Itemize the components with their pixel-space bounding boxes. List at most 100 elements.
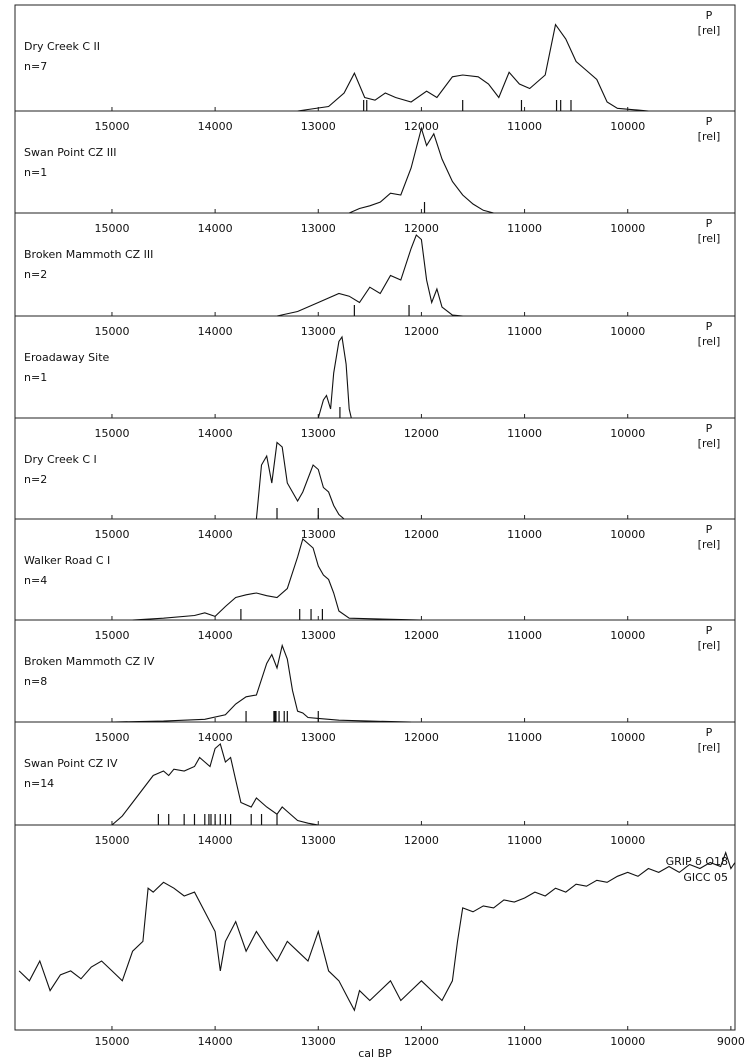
y-axis-label: [rel] — [698, 130, 721, 143]
x-tick-label: 13000 — [301, 222, 336, 235]
x-tick-label: 12000 — [404, 1035, 439, 1048]
series-label: Dry Creek C I — [24, 453, 97, 466]
series-count: n=8 — [24, 675, 47, 688]
curve — [18, 851, 736, 1012]
y-axis-label: [rel] — [698, 232, 721, 245]
x-tick-label: 14000 — [198, 1035, 233, 1048]
curve — [297, 23, 649, 112]
y-axis-label: [rel] — [698, 639, 721, 652]
series-count: n=2 — [24, 473, 47, 486]
curve — [255, 441, 345, 520]
curve — [348, 126, 494, 214]
x-tick-label: 10000 — [610, 1035, 645, 1048]
x-tick-label: 11000 — [507, 325, 542, 338]
y-axis-label: P — [706, 9, 713, 22]
y-axis-label: P — [706, 726, 713, 739]
y-axis-label: P — [706, 320, 713, 333]
x-tick-label: 13000 — [301, 629, 336, 642]
curve — [111, 643, 412, 723]
frame — [14, 4, 736, 1031]
series-count: n=4 — [24, 574, 47, 587]
x-tick-label: 13000 — [301, 325, 336, 338]
x-tick-label: 11000 — [507, 629, 542, 642]
y-axis-label: P — [706, 624, 713, 637]
series-label: Broken Mammoth CZ III — [24, 248, 153, 261]
series-label: Broken Mammoth CZ IV — [24, 655, 155, 668]
y-axis-label: P — [706, 422, 713, 435]
x-tick-label: 14000 — [198, 325, 233, 338]
y-axis-label: P — [706, 115, 713, 128]
y-axis-label: [rel] — [698, 741, 721, 754]
series-count: n=2 — [24, 268, 47, 281]
x-tick-label: 13000 — [301, 120, 336, 133]
x-tick-label: 14000 — [198, 834, 233, 847]
series-label: Swan Point CZ IV — [24, 757, 118, 770]
x-tick-label: 15000 — [94, 120, 129, 133]
curve — [317, 335, 352, 419]
x-tick-label: 15000 — [94, 1035, 129, 1048]
series-label: GRIP δ O18 — [666, 855, 728, 868]
x-tick-label: 10000 — [610, 325, 645, 338]
x-tick-label: 15000 — [94, 222, 129, 235]
y-axis-label: [rel] — [698, 24, 721, 37]
x-tick-label: 13000 — [301, 528, 336, 541]
series-label: Walker Road C I — [24, 554, 110, 567]
x-tick-label: 10000 — [610, 629, 645, 642]
x-tick-label: 12000 — [404, 427, 439, 440]
series-count: n=14 — [24, 777, 54, 790]
x-tick-label: 14000 — [198, 427, 233, 440]
y-axis-label: P — [706, 217, 713, 230]
y-axis-label: P — [706, 523, 713, 536]
y-axis-label: [rel] — [698, 335, 721, 348]
x-tick-label: 15000 — [94, 629, 129, 642]
series-sublabel: GICC 05 — [683, 871, 728, 884]
x-axis-label: cal BP — [358, 1047, 392, 1059]
x-tick-label: 13000 — [301, 731, 336, 744]
curve — [276, 234, 463, 317]
x-tick-label: 10000 — [610, 427, 645, 440]
y-axis-label: [rel] — [698, 437, 721, 450]
curve — [111, 743, 319, 826]
series-label: Dry Creek C II — [24, 40, 100, 53]
x-tick-label: 10000 — [610, 120, 645, 133]
x-tick-label: 15000 — [94, 731, 129, 744]
x-tick-label: 14000 — [198, 629, 233, 642]
x-tick-label: 11000 — [507, 528, 542, 541]
x-tick-label: 12000 — [404, 325, 439, 338]
x-tick-label: 11000 — [507, 120, 542, 133]
x-tick-label: 10000 — [610, 222, 645, 235]
x-tick-label: 15000 — [94, 834, 129, 847]
x-tick-label: 11000 — [507, 834, 542, 847]
series-label: Eroadaway Site — [24, 351, 110, 364]
curve — [132, 538, 422, 621]
x-tick-label: 9000 — [717, 1035, 745, 1048]
x-tick-label: 12000 — [404, 731, 439, 744]
x-tick-label: 14000 — [198, 731, 233, 744]
x-tick-label: 12000 — [404, 120, 439, 133]
x-tick-label: 14000 — [198, 528, 233, 541]
series-count: n=1 — [24, 371, 47, 384]
x-tick-label: 12000 — [404, 834, 439, 847]
x-tick-label: 11000 — [507, 1035, 542, 1048]
x-tick-label: 10000 — [610, 528, 645, 541]
x-tick-label: 11000 — [507, 427, 542, 440]
x-tick-label: 12000 — [404, 222, 439, 235]
x-tick-label: 10000 — [610, 834, 645, 847]
x-tick-label: 13000 — [301, 1035, 336, 1048]
x-tick-label: 11000 — [507, 222, 542, 235]
x-tick-label: 10000 — [610, 731, 645, 744]
x-tick-label: 15000 — [94, 427, 129, 440]
series-label: Swan Point CZ III — [24, 146, 116, 159]
x-tick-label: 14000 — [198, 222, 233, 235]
x-tick-label: 12000 — [404, 629, 439, 642]
x-tick-label: 13000 — [301, 427, 336, 440]
x-tick-label: 11000 — [507, 731, 542, 744]
x-tick-label: 15000 — [94, 325, 129, 338]
series-count: n=1 — [24, 166, 47, 179]
series-count: n=7 — [24, 60, 47, 73]
x-tick-label: 14000 — [198, 120, 233, 133]
y-axis-label: [rel] — [698, 538, 721, 551]
x-tick-label: 12000 — [404, 528, 439, 541]
x-tick-label: 15000 — [94, 528, 129, 541]
